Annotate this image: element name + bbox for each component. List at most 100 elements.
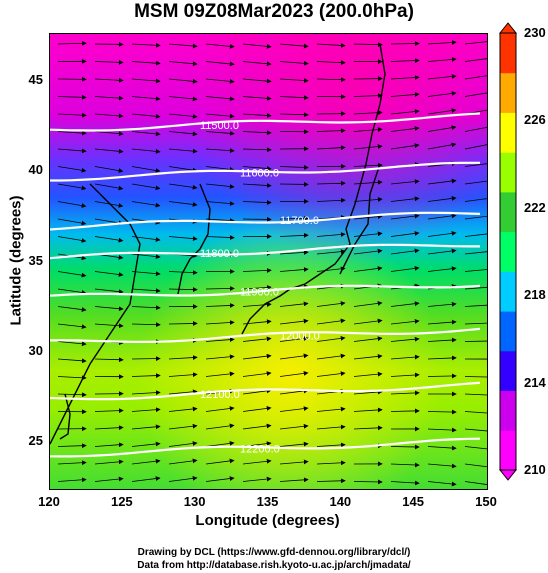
- wind-arrow: [427, 178, 457, 185]
- colorbar-min-arrow: [498, 469, 518, 481]
- wind-arrow: [242, 458, 272, 465]
- wind-arrow: [168, 372, 198, 378]
- wind-arrow: [427, 463, 457, 469]
- wind-arrow: [94, 236, 124, 243]
- wind-arrow: [279, 267, 309, 272]
- wind-arrow: [316, 60, 346, 65]
- wind-arrow: [464, 144, 487, 150]
- wind-arrow: [316, 336, 346, 342]
- wind-arrow: [427, 373, 457, 379]
- wind-arrow: [464, 446, 487, 450]
- wind-arrow: [131, 201, 161, 208]
- wind-arrow: [427, 481, 457, 487]
- wind-arrow: [168, 113, 198, 119]
- wind-arrow: [131, 458, 161, 465]
- wind-arrow: [353, 197, 383, 202]
- china-coastline: [50, 183, 141, 445]
- wind-arrow: [131, 236, 161, 242]
- wind-arrow: [279, 336, 309, 342]
- wind-arrow: [279, 165, 309, 170]
- wind-arrow: [205, 235, 235, 240]
- wind-arrow: [353, 162, 383, 168]
- wind-arrow: [279, 318, 309, 325]
- y-tick-label: 45: [28, 71, 43, 87]
- wind-arrow: [205, 166, 235, 172]
- wind-arrow: [390, 248, 420, 255]
- wind-arrow: [316, 371, 346, 377]
- y-axis-label: Latitude (degrees): [7, 195, 25, 326]
- wind-arrow: [168, 458, 198, 465]
- wind-arrow: [464, 286, 487, 290]
- honshu-east-coastline: [339, 163, 381, 275]
- wind-arrow: [242, 406, 272, 412]
- wind-arrow: [390, 462, 420, 468]
- wind-arrow: [279, 43, 309, 49]
- wind-arrow: [316, 460, 346, 466]
- wind-arrow: [57, 477, 87, 483]
- wind-arrow: [57, 183, 87, 191]
- wind-arrow: [427, 445, 457, 451]
- wind-arrow: [168, 355, 198, 360]
- wind-arrow: [94, 77, 124, 83]
- contour-label: 11900.0: [240, 287, 279, 299]
- wind-arrow: [464, 411, 487, 414]
- wind-arrow: [168, 423, 198, 430]
- wind-arrow: [205, 78, 235, 84]
- wind-arrow: [316, 353, 346, 360]
- wind-arrow: [131, 253, 161, 259]
- wind-arrow: [427, 40, 457, 45]
- wind-arrow: [205, 218, 235, 223]
- wind-arrow: [57, 443, 87, 449]
- wind-arrow: [168, 78, 198, 84]
- wind-arrow: [464, 428, 487, 432]
- wind-arrow: [242, 285, 272, 290]
- wind-arrow: [168, 166, 198, 173]
- wind-arrow: [316, 128, 346, 134]
- colorbar-segment: [500, 271, 516, 312]
- wind-arrow: [390, 408, 420, 414]
- wind-arrow: [242, 388, 272, 395]
- wind-arrow: [390, 196, 420, 202]
- wind-arrow: [205, 458, 235, 465]
- wind-arrow: [242, 61, 272, 67]
- contour-label: 11800.0: [200, 248, 239, 260]
- map-plot[interactable]: 11500.0 11600.0 11700.0 11800.0 11900.0 12000…: [49, 33, 488, 490]
- wind-vectors: [57, 40, 487, 487]
- contour-label: 11700.0: [280, 215, 319, 227]
- wind-arrow: [242, 217, 272, 222]
- wind-arrow: [427, 355, 457, 361]
- wind-arrow: [205, 423, 235, 430]
- wind-arrow: [94, 306, 124, 312]
- wind-arrow: [390, 444, 420, 450]
- wind-arrow: [168, 96, 198, 102]
- wind-arrow: [316, 301, 346, 307]
- wind-arrow: [353, 301, 383, 307]
- korea-coastline: [177, 183, 211, 295]
- wind-arrow: [205, 148, 235, 153]
- contour-line: [50, 437, 481, 458]
- wind-arrow: [94, 357, 124, 363]
- wind-arrow: [353, 353, 383, 360]
- wind-arrow: [57, 112, 87, 118]
- wind-arrow: [57, 323, 87, 330]
- wind-arrow: [94, 476, 124, 482]
- wind-arrow: [242, 476, 272, 482]
- wind-arrow: [205, 354, 235, 360]
- wind-arrow: [205, 201, 235, 206]
- y-tick-label: 25: [28, 433, 43, 449]
- wind-arrow: [205, 476, 235, 482]
- wind-arrow: [279, 232, 309, 238]
- wind-arrow: [57, 288, 87, 295]
- contour-line: [50, 161, 480, 182]
- wind-arrow: [390, 109, 420, 115]
- wind-arrow: [168, 321, 198, 326]
- wind-arrow: [57, 358, 87, 364]
- wind-arrow: [390, 480, 420, 486]
- wind-arrow: [131, 166, 161, 173]
- wind-arrow: [131, 424, 161, 430]
- wind-arrow: [57, 218, 87, 226]
- wind-arrow: [242, 183, 272, 188]
- colorbar-segment: [500, 191, 516, 233]
- wind-arrow: [57, 306, 87, 312]
- wind-arrow: [464, 304, 487, 307]
